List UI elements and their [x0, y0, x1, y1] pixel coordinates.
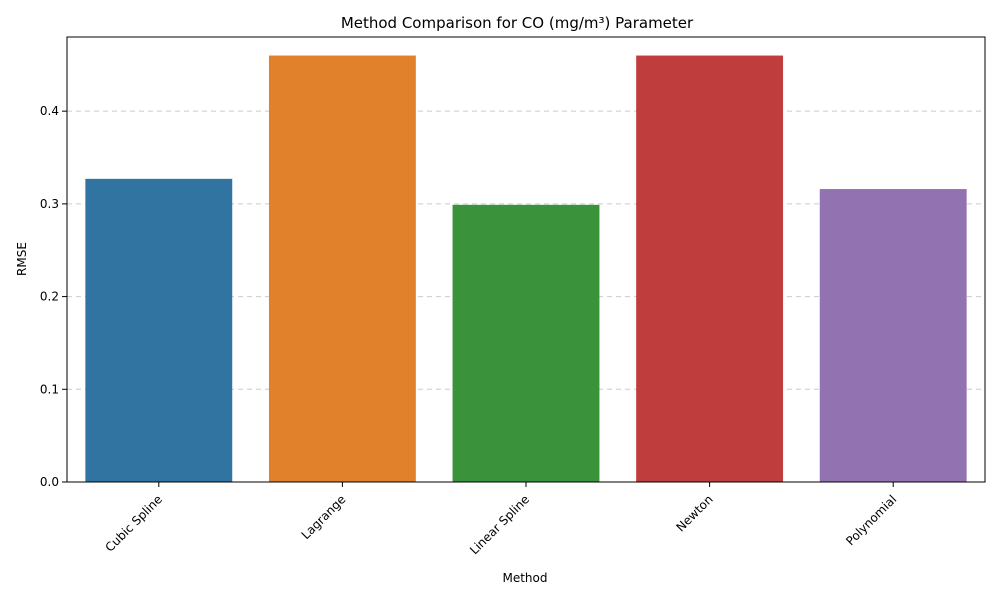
- plot-frame: [66, 36, 986, 483]
- bar-polynomial: [819, 189, 967, 482]
- y-tick-label: 0.3: [40, 197, 59, 211]
- bar-linear-spline: [452, 204, 600, 483]
- x-tick-label: Cubic Spline: [103, 492, 165, 554]
- x-tick-label: Newton: [673, 492, 715, 534]
- x-tick-label: Linear Spline: [467, 492, 532, 557]
- y-tick-label: 0.0: [40, 475, 59, 489]
- bar-lagrange: [268, 55, 416, 483]
- x-tick-label: Polynomial: [843, 492, 899, 548]
- y-axis-label: RMSE: [15, 242, 29, 276]
- bar-layer: [85, 55, 967, 483]
- x-axis-label: Method: [502, 571, 547, 585]
- y-tick-label: 0.1: [40, 382, 59, 396]
- chart-title: Method Comparison for CO (mg/m³) Paramet…: [341, 14, 694, 32]
- bar-cubic-spline: [85, 178, 233, 482]
- x-tick-label: Lagrange: [299, 492, 349, 542]
- bar-newton: [636, 55, 784, 483]
- y-tick-label: 0.4: [40, 104, 59, 118]
- y-tick-label: 0.2: [40, 290, 59, 304]
